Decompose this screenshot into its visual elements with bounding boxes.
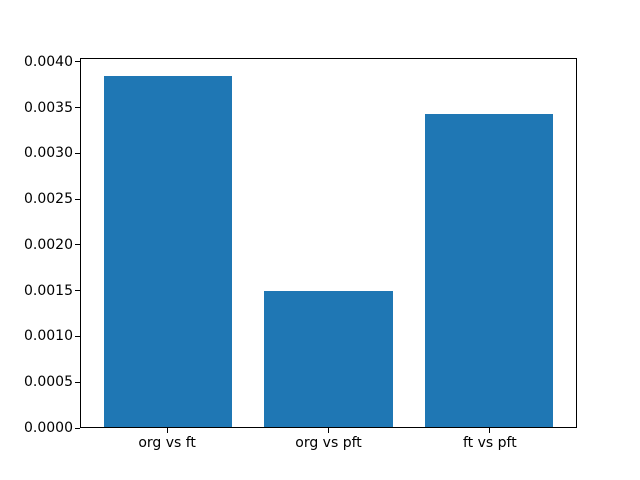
x-tick-label-org-vs-pft: org vs pft [295, 435, 362, 451]
y-tick-mark [75, 198, 80, 200]
y-tick-label: 0.0005 [24, 374, 73, 391]
x-tick-label-ft-vs-pft: ft vs pft [463, 435, 517, 451]
y-tick-mark [75, 107, 80, 109]
y-tick-mark [75, 61, 80, 63]
y-tick-label: 0.0015 [24, 282, 73, 299]
y-tick-mark [75, 381, 80, 383]
x-tick-mark [166, 428, 168, 433]
y-tick-label: 0.0030 [24, 145, 73, 162]
x-tick-label-org-vs-ft: org vs ft [138, 435, 196, 451]
y-tick-mark [75, 152, 80, 154]
plot-area [80, 58, 577, 428]
y-tick-label: 0.0040 [24, 53, 73, 70]
x-tick-mark [328, 428, 329, 433]
bar-ft-vs-pft [424, 113, 554, 427]
y-tick-label: 0.0035 [24, 99, 73, 116]
y-tick-mark [75, 335, 80, 337]
y-tick-mark [75, 290, 80, 292]
y-tick-mark [75, 244, 80, 246]
y-tick-label: 0.0010 [24, 328, 73, 345]
y-tick-label: 0.0025 [24, 191, 73, 208]
x-tick-mark [489, 428, 491, 433]
bars-container [81, 59, 576, 427]
y-tick-mark [75, 427, 80, 429]
bar-org-vs-pft [264, 291, 393, 427]
y-tick-label: 0.0000 [24, 420, 73, 436]
y-tick-label: 0.0020 [24, 236, 73, 253]
bar-org-vs-ft [103, 76, 233, 427]
